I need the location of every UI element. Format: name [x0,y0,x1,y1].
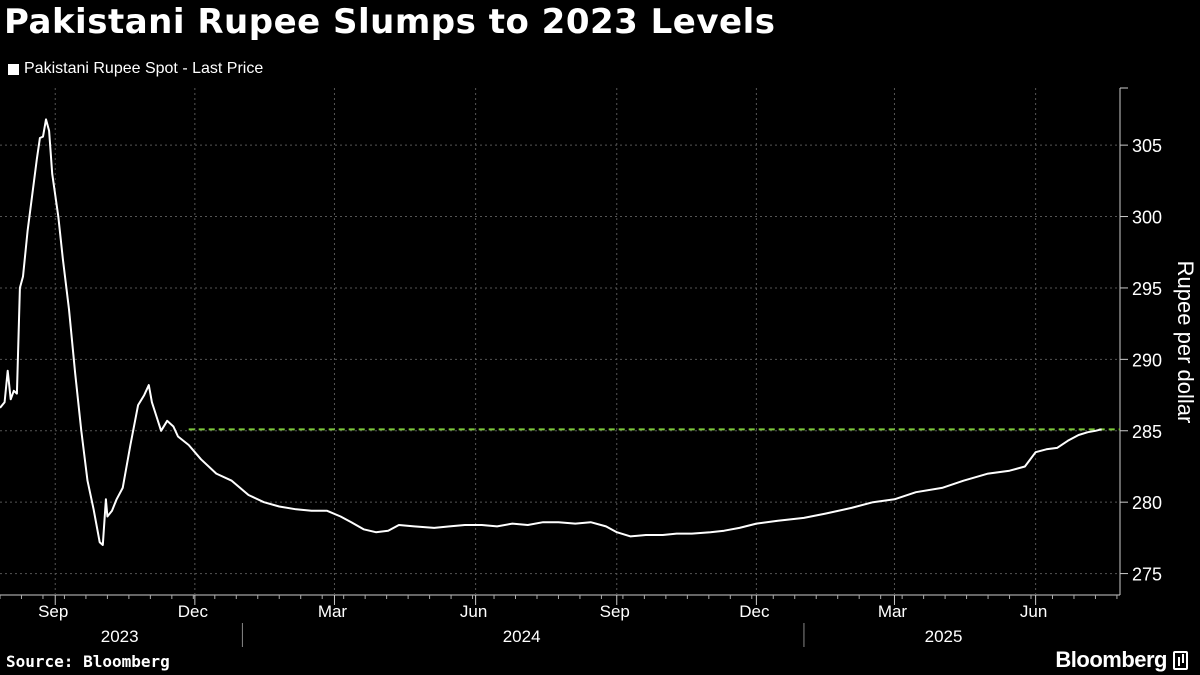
x-year-label: 2024 [503,627,541,646]
y-tick-label: 300 [1132,208,1162,228]
y-tick-label: 290 [1132,350,1162,370]
bloomberg-logo: Bloomberg [1055,647,1188,673]
brand-label: Bloomberg [1055,647,1167,672]
series-line [0,118,1102,546]
x-year-label: 2023 [101,627,139,646]
y-tick-label: 280 [1132,493,1162,513]
y-axis-label: Rupee per dollar [1173,261,1198,424]
chart-title: Pakistani Rupee Slumps to 2023 Levels [4,2,776,42]
legend-label: Pakistani Rupee Spot - Last Price [24,60,264,77]
y-tick-label: 295 [1132,279,1162,299]
source-note: Source: Bloomberg [6,652,170,671]
x-tick-label: Jun [1020,602,1047,621]
x-tick-label: Dec [739,602,770,621]
x-year-label: 2025 [925,627,963,646]
x-tick-label: Mar [878,602,908,621]
x-tick-label: Dec [178,602,209,621]
y-tick-label: 275 [1132,565,1162,585]
x-tick-label: Jun [460,602,487,621]
legend-swatch [8,63,19,75]
y-tick-label: 305 [1132,136,1162,156]
y-tick-label: 285 [1132,422,1162,442]
legend: Pakistani Rupee Spot - Last Price [8,60,263,78]
x-tick-label: Sep [600,602,630,621]
x-tick-label: Mar [318,602,348,621]
bar-chart-icon [1173,650,1188,670]
x-tick-label: Sep [38,602,68,621]
